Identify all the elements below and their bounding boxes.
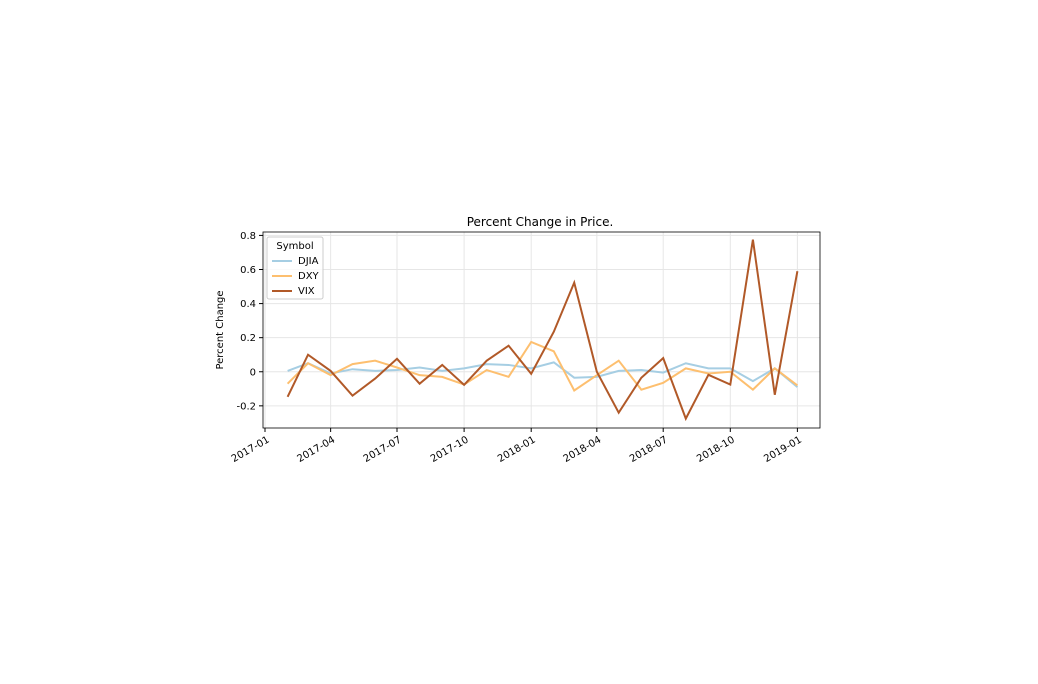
legend-title: Symbol bbox=[276, 241, 313, 252]
legend-label: VIX bbox=[298, 286, 315, 297]
y-axis-label: Percent Change bbox=[215, 290, 226, 369]
y-tick-label: 0.8 bbox=[240, 231, 256, 242]
y-tick-label: -0.2 bbox=[236, 401, 256, 412]
legend-label: DXY bbox=[298, 271, 320, 282]
series-line bbox=[286, 340, 798, 392]
legend-box bbox=[266, 236, 324, 300]
y-tick-label: 0.6 bbox=[240, 265, 256, 276]
y-tick-label: 0 bbox=[250, 367, 256, 378]
legend-label: DJIA bbox=[298, 256, 319, 267]
series-line bbox=[286, 239, 799, 422]
y-tick-label: 0.4 bbox=[240, 299, 256, 310]
chart-title: Percent Change in Price. bbox=[467, 215, 614, 229]
plot-frame bbox=[262, 231, 821, 429]
series-line bbox=[287, 361, 799, 388]
y-tick-label: 0.2 bbox=[240, 333, 256, 344]
